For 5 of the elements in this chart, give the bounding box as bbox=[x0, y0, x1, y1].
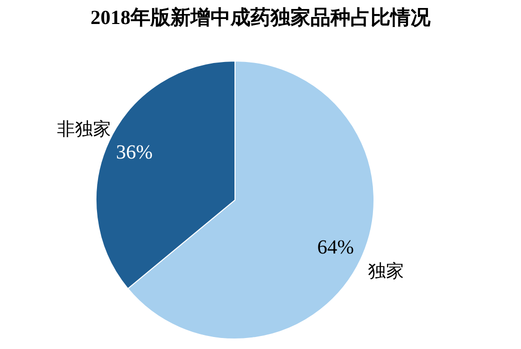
slice-label: 非独家 bbox=[57, 118, 112, 139]
slice-label: 独家 bbox=[368, 261, 404, 282]
chart-title: 2018年版新增中成药独家品种占比情况 bbox=[90, 6, 432, 29]
data-label: 64% bbox=[317, 236, 354, 258]
data-label: 36% bbox=[116, 142, 153, 164]
